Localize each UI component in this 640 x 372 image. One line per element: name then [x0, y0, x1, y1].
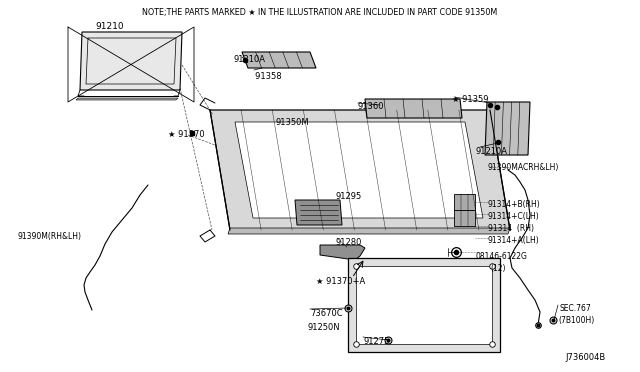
Text: 91210: 91210: [95, 22, 124, 31]
Text: 91314+C(LH): 91314+C(LH): [488, 212, 540, 221]
Text: 91350M: 91350M: [275, 118, 308, 127]
Polygon shape: [295, 200, 342, 225]
Text: 91314+B(RH): 91314+B(RH): [488, 200, 541, 209]
Text: 91390M(RH&LH): 91390M(RH&LH): [18, 232, 82, 241]
Polygon shape: [235, 122, 483, 218]
Polygon shape: [365, 99, 462, 118]
Text: 91295: 91295: [336, 192, 362, 201]
Text: 91390MACRH&LH): 91390MACRH&LH): [488, 163, 559, 172]
Polygon shape: [454, 210, 475, 226]
Text: NOTE;THE PARTS MARKED ★ IN THE ILLUSTRATION ARE INCLUDED IN PART CODE 91350M: NOTE;THE PARTS MARKED ★ IN THE ILLUSTRAT…: [142, 8, 498, 17]
Text: SEC.767: SEC.767: [560, 304, 592, 313]
Text: 73670C: 73670C: [310, 309, 342, 318]
Text: 08146-6122G: 08146-6122G: [476, 252, 528, 261]
Text: 91250N: 91250N: [307, 323, 340, 332]
Text: 91314  (RH): 91314 (RH): [488, 224, 534, 233]
Polygon shape: [320, 245, 365, 260]
Text: (7B100H): (7B100H): [558, 316, 595, 325]
Text: 91360: 91360: [357, 102, 383, 111]
Polygon shape: [242, 52, 316, 68]
Text: ★ 91359: ★ 91359: [452, 95, 488, 104]
Text: 91280: 91280: [335, 238, 362, 247]
Polygon shape: [454, 194, 475, 210]
Text: ★ 91370+A: ★ 91370+A: [316, 277, 365, 286]
Text: 91314+A(LH): 91314+A(LH): [488, 236, 540, 245]
Polygon shape: [228, 228, 510, 234]
Text: J736004B: J736004B: [565, 353, 605, 362]
Text: 91210A: 91210A: [234, 55, 266, 64]
Text: 91275: 91275: [363, 337, 389, 346]
Polygon shape: [80, 32, 182, 90]
Text: 91358: 91358: [253, 72, 282, 81]
Polygon shape: [348, 258, 500, 352]
Polygon shape: [356, 266, 492, 344]
Polygon shape: [210, 110, 510, 230]
Text: 91210A: 91210A: [476, 147, 508, 156]
Polygon shape: [485, 102, 530, 155]
Text: ★ 91370: ★ 91370: [168, 130, 205, 139]
Text: (12): (12): [490, 264, 506, 273]
Polygon shape: [76, 98, 178, 100]
